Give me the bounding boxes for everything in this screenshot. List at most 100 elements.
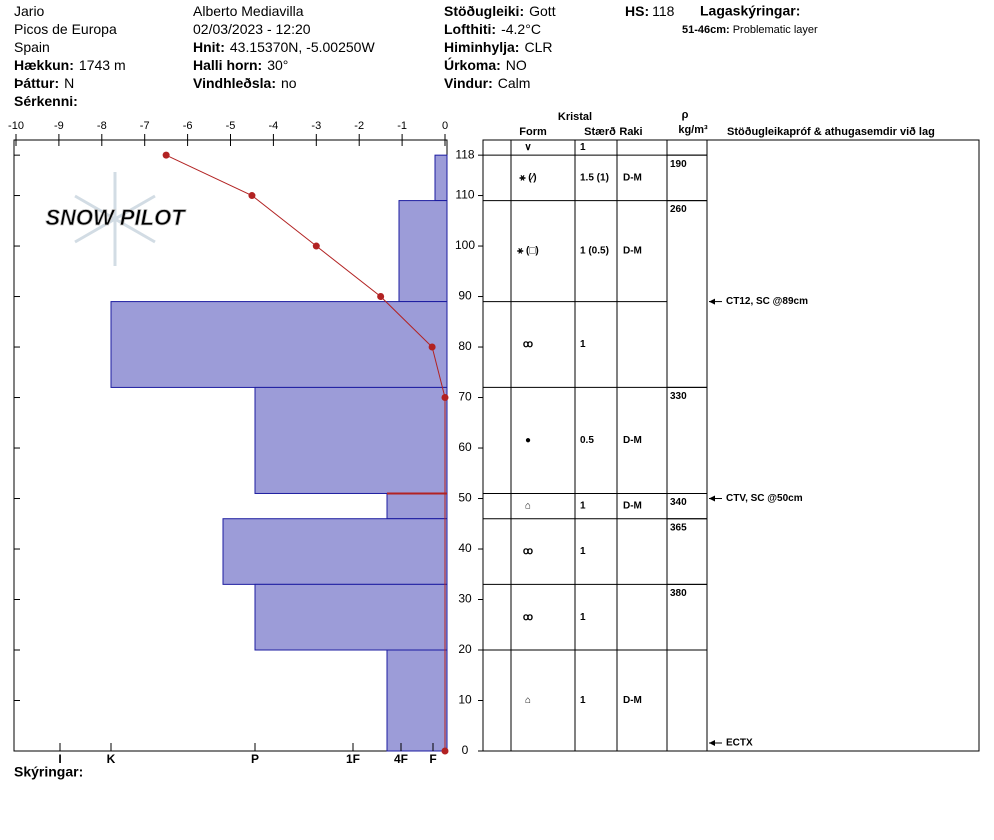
header-value: NO (506, 57, 527, 73)
temperature-point (377, 293, 385, 301)
header-value: 43.15370N, -5.00250W (230, 39, 376, 55)
x-tick-label: -9 (54, 120, 64, 132)
y-tick-label: 20 (458, 642, 472, 656)
grain-form: ꝏ (523, 339, 533, 350)
header-value: Gott (529, 3, 556, 19)
header-value: -4.2°C (501, 21, 541, 37)
test-text: CT12, SC @89cm (726, 296, 808, 307)
y-tick-label: 50 (458, 491, 472, 505)
header-density-unit: kg/m³ (678, 124, 708, 136)
moisture: D-M (623, 501, 642, 512)
x-tick-label: -10 (8, 120, 24, 132)
hardness-tick-label: I (58, 752, 61, 766)
header-field: Jario (14, 3, 45, 19)
grain-size: 1 (580, 695, 586, 706)
hardness-bar (110, 301, 448, 388)
hardness-bar (386, 649, 448, 752)
header-size: Stærð (584, 126, 616, 138)
moisture: D-M (623, 695, 642, 706)
header-label: Þáttur: (14, 75, 59, 91)
grain-size: 1 (580, 612, 586, 623)
header-label: Vindur: (444, 75, 493, 91)
temperature-point (312, 242, 320, 250)
header-tests: Stöðugleikapróf & athugasemdir við lag (727, 126, 935, 138)
header-rho: ρ (682, 109, 689, 121)
hs-value: 118 (652, 3, 675, 19)
y-tick-label: 118 (455, 147, 474, 161)
grain-size: 1 (0.5) (580, 246, 609, 257)
y-tick-label: 0 (462, 743, 469, 757)
grain-form: ⚹ (□) (516, 246, 538, 257)
x-tick-label: -7 (140, 120, 150, 132)
temperature-point (441, 394, 449, 402)
hardness-bar (434, 154, 448, 202)
density-value: 365 (670, 522, 687, 533)
header-value: Calm (498, 75, 531, 91)
y-tick-label: 30 (458, 592, 472, 606)
hardness-tick-label: 4F (394, 752, 408, 766)
header-field: Stöðugleiki: Gott (444, 3, 556, 19)
grain-form: ● (525, 435, 531, 446)
temperature-point (428, 343, 436, 351)
header-field: Hnit: 43.15370N, -5.00250W (193, 39, 375, 55)
header-value: 30° (267, 57, 288, 73)
grain-size: 0.5 (580, 435, 594, 446)
density-value: 190 (670, 159, 687, 170)
x-tick-label: -1 (397, 120, 407, 132)
header-field: Picos de Europa (14, 21, 117, 37)
moisture: D-M (623, 246, 642, 257)
hardness-tick-label: P (251, 752, 259, 766)
x-tick-label: -3 (311, 120, 321, 132)
hardness-bar (254, 583, 448, 651)
grain-form: ꝏ (523, 546, 533, 557)
grain-form: ⌂ (525, 695, 531, 706)
grain-form: ꝏ (523, 612, 533, 623)
header-text: Jario (14, 3, 45, 19)
header-label: Halli horn: (193, 57, 262, 73)
grain-size: 1 (580, 339, 586, 350)
header-kristal: Kristal (558, 111, 592, 123)
y-tick-label: 60 (458, 440, 472, 454)
grain-form: ⌂ (525, 501, 531, 512)
header-form: Form (519, 126, 547, 138)
y-tick-label: 70 (458, 390, 472, 404)
legend-item: 51-46cm: Problematic layer (682, 24, 818, 36)
header-value: CLR (524, 39, 552, 55)
y-tick-label: 80 (458, 339, 472, 353)
temperature-point (248, 192, 256, 200)
header-text: Spain (14, 39, 50, 55)
header-text: Alberto Mediavilla (193, 3, 304, 19)
grain-form: ⚹ (⁄) (518, 173, 536, 184)
x-tick-label: -4 (269, 120, 279, 132)
tests-frame (706, 139, 980, 752)
header-field: Sérkenni: (14, 93, 78, 109)
hardness-tick-label: K (107, 752, 116, 766)
header-field: Úrkoma: NO (444, 56, 527, 73)
header-label: Hnit: (193, 39, 225, 55)
hardness-bar (222, 518, 448, 585)
surface-size: 1 (580, 142, 586, 153)
test-arrowhead (709, 298, 715, 305)
grain-size: 1.5 (1) (580, 173, 609, 184)
test-text: CTV, SC @50cm (726, 493, 803, 504)
hs-label: HS: (625, 3, 649, 19)
header-field: Þáttur: N (14, 75, 74, 91)
header-label: Vindhleðsla: (193, 75, 276, 91)
header-value: N (64, 75, 74, 91)
hardness-bar (398, 200, 448, 303)
y-tick-label: 110 (455, 188, 474, 202)
header-field: Himinhylja: CLR (444, 39, 552, 55)
header-field: Spain (14, 39, 50, 55)
footer: Skýringar: (14, 764, 83, 780)
test-arrowhead (709, 495, 715, 502)
moisture: D-M (623, 173, 642, 184)
header-label: Sérkenni: (14, 93, 78, 109)
header-field: Alberto Mediavilla (193, 3, 304, 19)
table-frame (482, 139, 708, 752)
header-label: Hækkun: (14, 57, 74, 73)
hs: HS: 118 (625, 3, 675, 19)
legend-text: Problematic layer (733, 24, 818, 36)
density-value: 340 (670, 497, 687, 508)
